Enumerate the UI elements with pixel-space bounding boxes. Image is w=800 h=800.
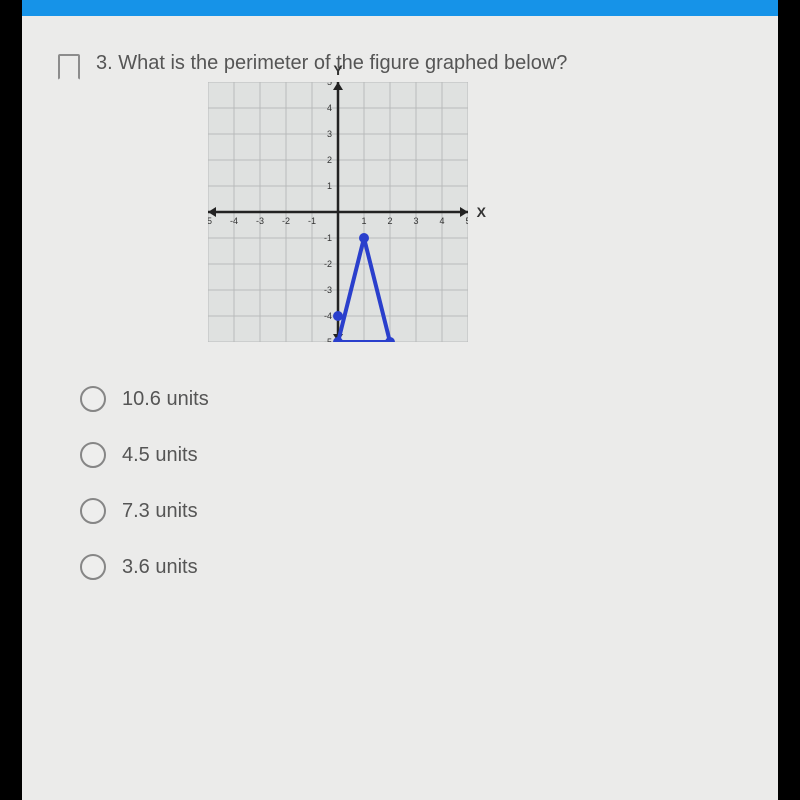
svg-text:2: 2 xyxy=(327,155,332,165)
option-d[interactable]: 3.6 units xyxy=(80,554,778,580)
bookmark-icon[interactable] xyxy=(58,54,80,80)
svg-text:5: 5 xyxy=(327,82,332,87)
svg-text:-2: -2 xyxy=(282,216,290,226)
coordinate-graph: Y X -5-4-3-2-112345-5-4-3-2-112345 xyxy=(208,82,468,342)
option-a[interactable]: 10.6 units xyxy=(80,386,778,412)
option-label: 10.6 units xyxy=(122,388,209,411)
radio-icon xyxy=(80,442,106,468)
option-label: 3.6 units xyxy=(122,556,198,579)
option-c[interactable]: 7.3 units xyxy=(80,498,778,524)
radio-icon xyxy=(80,554,106,580)
right-edge xyxy=(778,0,800,800)
svg-text:4: 4 xyxy=(327,103,332,113)
svg-text:-3: -3 xyxy=(324,285,332,295)
y-axis-label: Y xyxy=(333,62,342,78)
radio-icon xyxy=(80,386,106,412)
option-label: 4.5 units xyxy=(122,444,198,467)
option-label: 7.3 units xyxy=(122,500,198,523)
question-body: What is the perimeter of the figure grap… xyxy=(118,52,567,74)
svg-text:-4: -4 xyxy=(230,216,238,226)
question-number: 3. xyxy=(96,52,113,74)
option-b[interactable]: 4.5 units xyxy=(80,442,778,468)
svg-text:5: 5 xyxy=(465,216,468,226)
answer-options: 10.6 units 4.5 units 7.3 units 3.6 units xyxy=(22,342,778,580)
svg-text:3: 3 xyxy=(413,216,418,226)
page-content: 3. What is the perimeter of the figure g… xyxy=(22,16,778,800)
question-row: 3. What is the perimeter of the figure g… xyxy=(22,16,778,80)
left-edge xyxy=(0,0,22,800)
question-text: 3. What is the perimeter of the figure g… xyxy=(96,52,567,75)
svg-text:-3: -3 xyxy=(256,216,264,226)
svg-text:3: 3 xyxy=(327,129,332,139)
x-axis-label: X xyxy=(477,204,486,220)
svg-text:4: 4 xyxy=(439,216,444,226)
svg-text:2: 2 xyxy=(387,216,392,226)
svg-text:-1: -1 xyxy=(324,233,332,243)
svg-text:-1: -1 xyxy=(308,216,316,226)
radio-icon xyxy=(80,498,106,524)
svg-text:-5: -5 xyxy=(208,216,212,226)
top-accent-bar xyxy=(0,0,800,16)
svg-text:1: 1 xyxy=(327,181,332,191)
graph-container: Y X -5-4-3-2-112345-5-4-3-2-112345 xyxy=(22,82,778,342)
svg-text:-5: -5 xyxy=(324,337,332,342)
svg-text:-2: -2 xyxy=(324,259,332,269)
graph-svg: -5 -4 -3 -2 -1 1 2 3 4 5 -5 -4 -3 -2 -1 1 2 3 4 5 xyxy=(208,82,468,342)
svg-text:1: 1 xyxy=(361,216,366,226)
svg-text:-4: -4 xyxy=(324,311,332,321)
